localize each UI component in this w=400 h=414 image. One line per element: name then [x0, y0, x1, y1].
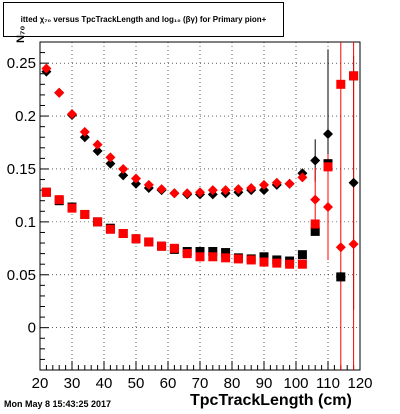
diamond-marker [118, 163, 129, 174]
diamond-marker [259, 185, 269, 196]
diamond-marker [246, 183, 257, 194]
square-marker [259, 252, 269, 262]
square-marker [323, 162, 333, 172]
diamond-marker [79, 126, 90, 137]
square-marker [93, 217, 103, 227]
y-tick-label: 0.05 [7, 267, 36, 284]
diamond-marker [67, 108, 77, 119]
diamond-marker [118, 170, 129, 181]
square-marker [336, 272, 346, 282]
square-marker [195, 252, 205, 262]
x-tick-label: 110 [316, 375, 340, 392]
tick-labels: 20 30 40 50 60 70 80 90 100 110 120 0 0.05 0.1 0.15 0.2… [7, 55, 373, 392]
x-tick-label: 40 [96, 375, 113, 392]
x-tick-label: 100 [283, 375, 308, 392]
square-marker [259, 257, 269, 267]
x-tick-label: 50 [128, 375, 145, 392]
y-axis-label: N₇₀ [15, 25, 27, 43]
diamond-marker [105, 158, 116, 169]
square-marker [272, 258, 282, 268]
square-marker [208, 252, 218, 262]
diamond-marker [92, 139, 103, 150]
square-marker [310, 219, 320, 229]
square-marker [195, 246, 205, 256]
diamond-marker [79, 132, 90, 143]
error-bars [314, 42, 355, 370]
y-tick-label: 0 [28, 320, 36, 337]
square-marker [285, 259, 295, 269]
square-marker [297, 259, 307, 269]
axis-ticks [39, 52, 361, 371]
square-marker [54, 195, 64, 205]
diamond-marker [233, 184, 244, 195]
diamond-marker [41, 63, 52, 74]
diamond-marker [143, 179, 154, 190]
square-marker [233, 254, 243, 264]
square-marker [67, 203, 77, 213]
square-marker [157, 241, 167, 251]
x-tick-label: 90 [256, 375, 273, 392]
y-tick-label: 0.25 [7, 55, 36, 72]
x-tick-label: 20 [32, 375, 49, 392]
x-tick-label: 80 [224, 375, 241, 392]
chart-title: itted χ₇₀ versus TpcTrackLength and log₁… [20, 15, 267, 24]
diamond-marker [54, 87, 65, 98]
square-marker [310, 226, 320, 236]
diamond-marker [259, 179, 269, 190]
square-marker [349, 71, 359, 81]
diamond-marker [310, 194, 321, 205]
diamond-marker [335, 242, 346, 253]
square-marker [182, 249, 192, 259]
square-marker [221, 253, 231, 263]
square-marker [41, 187, 51, 197]
diamond-marker [131, 178, 141, 189]
square-marker [131, 234, 141, 244]
square-marker [118, 229, 128, 239]
x-tick-label: 60 [160, 375, 177, 392]
square-marker [80, 209, 90, 219]
data-markers [41, 63, 359, 282]
chart-grid [39, 42, 361, 370]
square-marker [336, 79, 346, 89]
diamond-marker [195, 187, 205, 198]
diamond-marker [131, 173, 141, 184]
diamond-marker [207, 185, 218, 196]
diamond-marker [271, 177, 282, 188]
square-marker [105, 224, 115, 234]
square-marker [221, 248, 231, 258]
diamond-marker [323, 202, 333, 213]
x-tick-label: 70 [192, 375, 209, 392]
diamond-marker [284, 178, 295, 189]
y-tick-label: 0.15 [7, 161, 36, 178]
diamond-marker [156, 184, 167, 195]
square-marker [169, 243, 179, 253]
square-marker [208, 246, 218, 256]
diamond-marker [310, 155, 321, 166]
diamond-marker [323, 129, 333, 140]
square-marker [144, 237, 154, 247]
diamond-marker [297, 172, 308, 183]
diamond-marker [348, 239, 359, 250]
x-tick-label: 30 [64, 375, 81, 392]
diamond-marker [348, 177, 359, 188]
diamond-marker [105, 152, 116, 163]
chart-title-box: itted χ₇₀ versus TpcTrackLength and log₁… [3, 2, 284, 37]
diamond-marker [182, 188, 193, 199]
diamond-marker [220, 185, 231, 196]
y-tick-label: 0.1 [15, 214, 36, 231]
timestamp: Mon May 8 15:43:25 2017 [4, 399, 112, 409]
diamond-marker [92, 145, 103, 156]
x-tick-label: 120 [347, 375, 372, 392]
y-tick-label: 0.2 [15, 108, 36, 125]
square-marker [246, 255, 256, 265]
diamond-marker [169, 188, 180, 199]
square-marker [297, 250, 307, 260]
x-axis-label: TpcTrackLength (cm) [190, 392, 352, 409]
